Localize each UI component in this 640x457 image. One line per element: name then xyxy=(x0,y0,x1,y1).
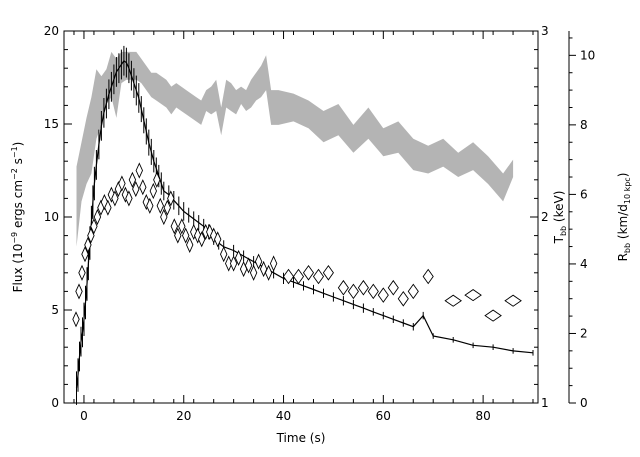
tbb-point xyxy=(178,218,186,235)
tbb-point xyxy=(254,253,263,270)
flux-line xyxy=(75,60,534,389)
tbb-point xyxy=(249,264,258,281)
tbb-point xyxy=(186,236,194,253)
x-axis-label: Time (s) xyxy=(276,431,326,445)
tbb-point xyxy=(167,190,175,207)
tbb-point xyxy=(337,279,349,296)
rbb-tick-label: 2 xyxy=(580,326,588,340)
tbb-tick-label: 3 xyxy=(541,24,549,38)
tbb-point xyxy=(128,171,137,188)
tbb-point xyxy=(214,231,222,248)
tbb-point xyxy=(118,175,126,192)
tbb-point xyxy=(104,199,112,216)
rbb-band xyxy=(76,51,514,247)
tbb-point xyxy=(244,257,253,274)
tbb-point xyxy=(111,190,119,207)
tbb-point xyxy=(220,246,228,263)
flux-line-layer xyxy=(75,60,534,389)
flux-axis-ticks: 0 5 10 15 20 xyxy=(44,24,72,410)
flux-tick-label: 15 xyxy=(44,117,59,131)
tbb-point xyxy=(90,218,98,235)
tbb-point xyxy=(322,265,334,281)
tbb-point xyxy=(163,199,171,216)
tbb-point xyxy=(312,268,325,285)
rbb-axis-ticks: 0 2 4 6 8 10 xyxy=(569,37,595,410)
tbb-point xyxy=(367,283,379,300)
flux-tick-label: 20 xyxy=(44,24,59,38)
tbb-point xyxy=(153,171,161,188)
x-tick-label: 60 xyxy=(376,409,391,423)
tbb-point xyxy=(170,218,178,235)
x-axis-ticks: 0 20 40 60 80 xyxy=(73,31,534,423)
tbb-point xyxy=(132,181,140,198)
tbb-point xyxy=(182,227,190,244)
tbb-point xyxy=(464,289,482,302)
tbb-point xyxy=(347,283,359,300)
tbb-point xyxy=(125,190,133,207)
tbb-point xyxy=(264,264,273,281)
rbb-tick-label: 0 xyxy=(580,396,588,410)
tbb-point xyxy=(156,197,164,214)
flux-tick-label: 0 xyxy=(51,396,59,410)
rbb-band-layer xyxy=(76,51,514,247)
tbb-point xyxy=(234,249,243,266)
rbb-tick-label: 4 xyxy=(580,257,588,271)
x-tick-label: 40 xyxy=(276,409,291,423)
tbb-point xyxy=(229,255,238,272)
tbb-point xyxy=(81,246,89,263)
tbb-point xyxy=(407,283,419,300)
tbb-point xyxy=(504,294,522,307)
tbb-point xyxy=(292,268,305,285)
tbb-point xyxy=(93,208,102,226)
tbb-point xyxy=(269,255,278,272)
tbb-tick-label: 1 xyxy=(541,396,549,410)
x-tick-label: 0 xyxy=(80,409,88,423)
tbb-point xyxy=(387,279,399,296)
x-tick-label: 80 xyxy=(475,409,490,423)
tbb-point xyxy=(377,287,389,303)
rbb-tick-label: 6 xyxy=(580,187,588,201)
rbb-axis-label: Rbb (km/d10 kpc) xyxy=(616,173,632,262)
tbb-point xyxy=(139,179,147,196)
tbb-point xyxy=(160,208,168,226)
tbb-point xyxy=(302,265,315,281)
tbb-point xyxy=(135,162,143,179)
tbb-axis-ticks: 1 2 3 xyxy=(530,24,549,410)
flux-tick-label: 5 xyxy=(51,303,59,317)
rbb-tick-label: 8 xyxy=(580,118,588,132)
tbb-point xyxy=(357,279,369,296)
tbb-tick-label: 2 xyxy=(541,210,549,224)
rbb-tick-label: 10 xyxy=(580,48,595,62)
tbb-point xyxy=(87,227,95,244)
flux-axis-label: Flux (10−9 ergs cm−2 s−1) xyxy=(10,142,25,293)
tbb-point xyxy=(78,264,86,281)
flux-tick-label: 10 xyxy=(44,210,59,224)
tbb-diamond-layer xyxy=(72,162,522,328)
tbb-point xyxy=(146,197,154,214)
tbb-point xyxy=(75,283,83,300)
tbb-point xyxy=(198,231,206,248)
tbb-point xyxy=(72,311,80,328)
tbb-point xyxy=(84,236,92,253)
x-tick-label: 20 xyxy=(176,409,191,423)
tbb-point xyxy=(484,309,502,322)
tbb-point xyxy=(397,291,409,307)
tbb-point xyxy=(444,294,462,307)
tbb-axis-label: Tbb (keV) xyxy=(552,191,568,245)
tbb-point xyxy=(174,227,182,244)
tbb-point xyxy=(422,268,434,285)
tbb-point xyxy=(149,182,157,200)
